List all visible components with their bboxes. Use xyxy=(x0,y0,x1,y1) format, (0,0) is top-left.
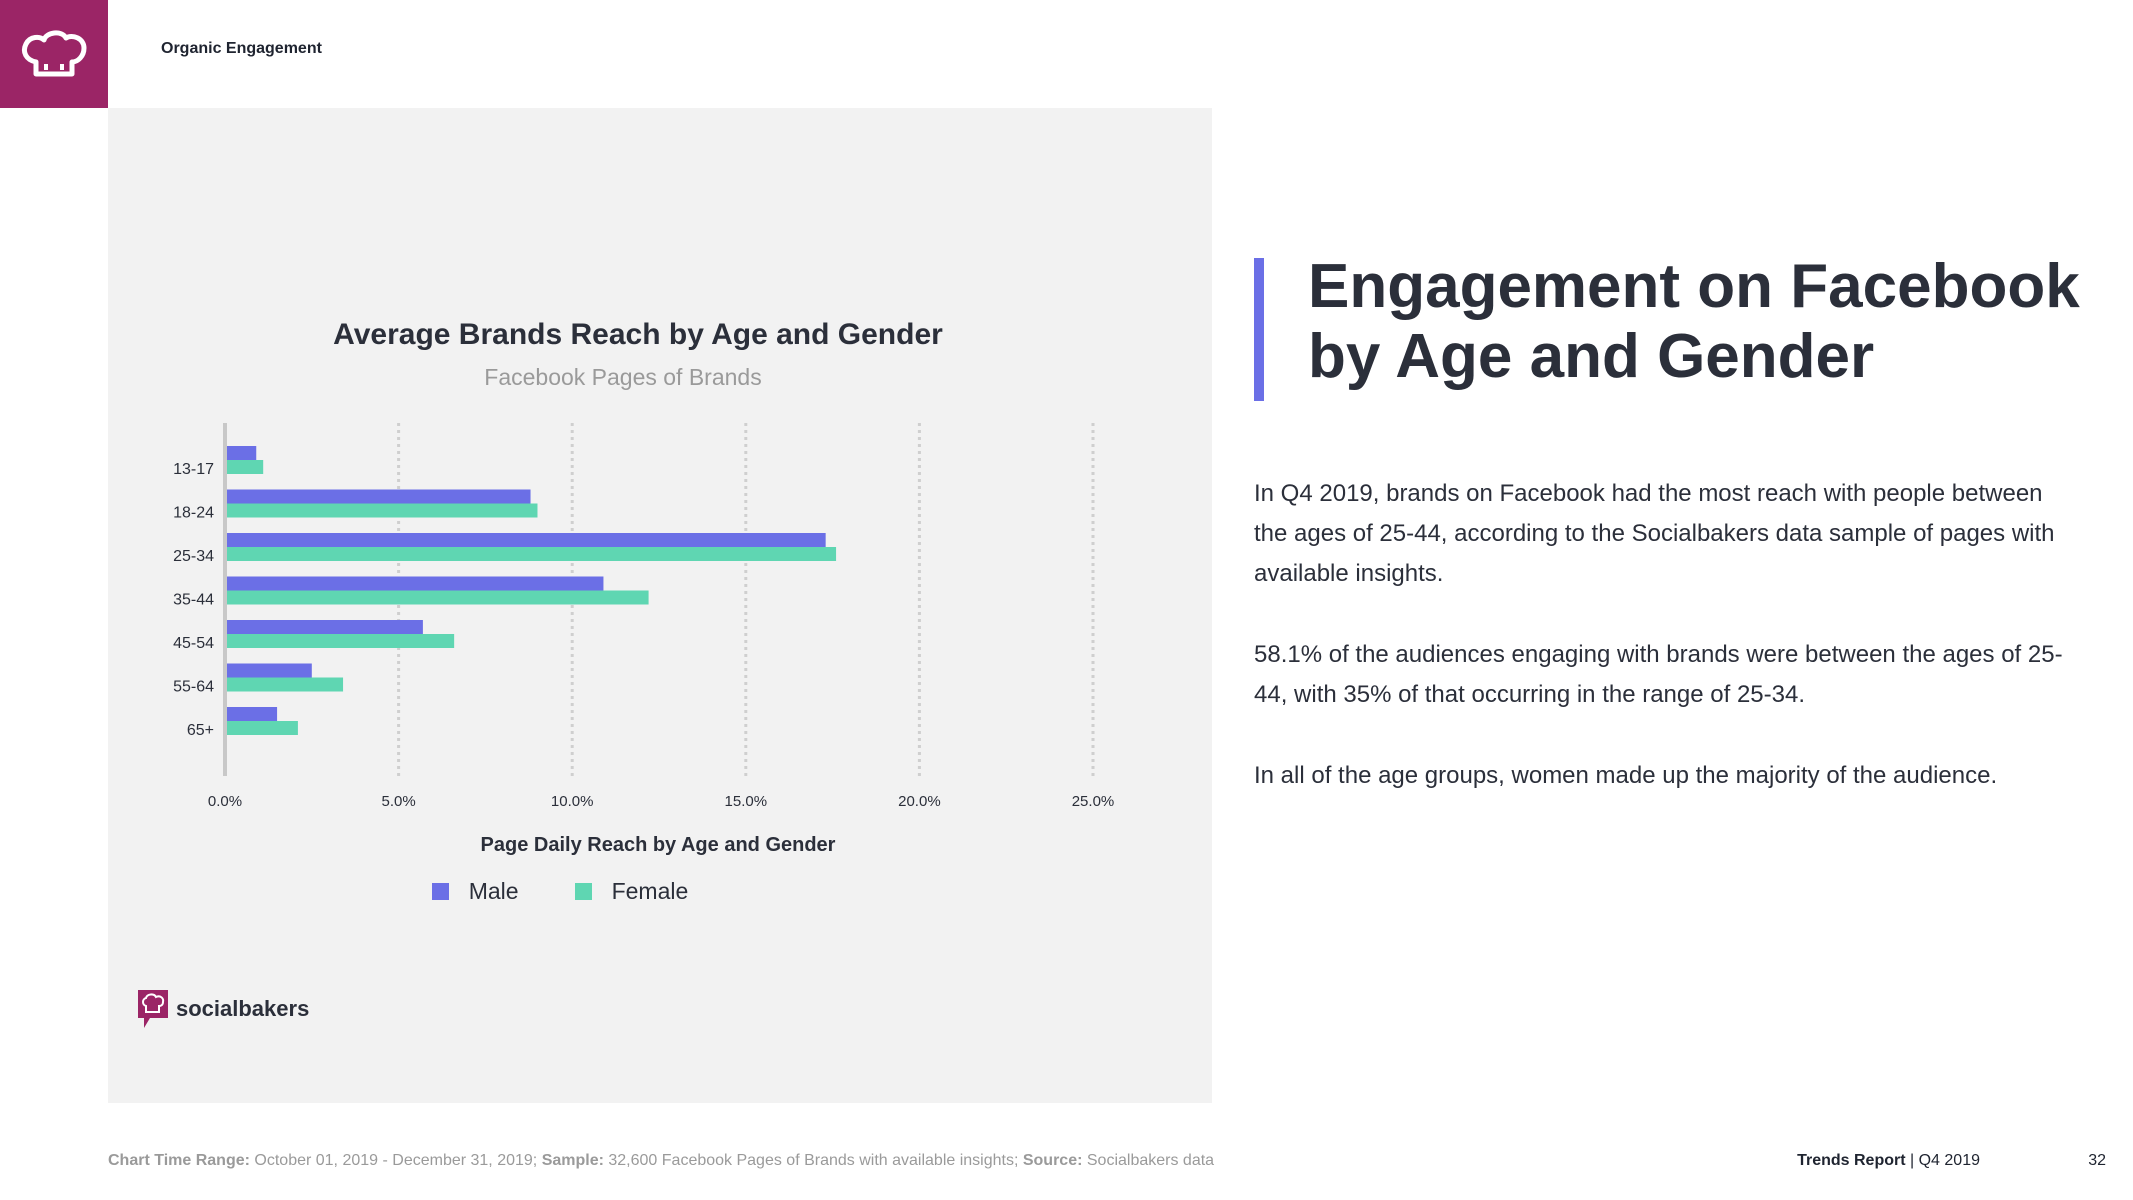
y-tick-label: 35-44 xyxy=(173,592,214,609)
x-tick-label: 0.0% xyxy=(208,793,242,810)
bar-male-25-34 xyxy=(227,533,826,547)
chart-title: Average Brands Reach by Age and Gender xyxy=(333,318,943,351)
bar-chart: 0.0% 5.0% 10.0% 15.0% 20.0% 25.0% 13-17 18-24 25… xyxy=(173,423,1115,856)
footnote-source-label: Source: xyxy=(1022,1152,1083,1169)
body-paragraph-3: In all of the age groups, women made up … xyxy=(1254,762,1998,789)
body-paragraph-1: In Q4 2019, brands on Facebook had the m… xyxy=(1254,480,2055,587)
socialbakers-icon xyxy=(138,990,168,1028)
bar-female-13-17 xyxy=(227,460,264,474)
x-tick-label: 5.0% xyxy=(381,793,415,810)
bar-female-18-24 xyxy=(227,503,538,518)
chef-hat-icon xyxy=(21,30,87,77)
bar-male-55-64 xyxy=(227,663,312,678)
chart-footnote: Chart Time Range: October 01, 2019 - Dec… xyxy=(108,1152,1214,1170)
chart-panel: Average Brands Reach by Age and Gender F… xyxy=(108,108,1212,1103)
footnote-sample-value: 32,600 Facebook Pages of Brands with ava… xyxy=(603,1152,1023,1169)
x-axis-title: Page Daily Reach by Age and Gender xyxy=(481,834,836,856)
x-tick-label: 15.0% xyxy=(725,793,768,810)
legend-swatch-male xyxy=(431,883,449,900)
footnote-range-value: October 01, 2019 - December 31, 2019; xyxy=(249,1152,542,1169)
x-tick-label: 10.0% xyxy=(551,793,594,810)
socialbakers-name: socialbakers xyxy=(176,996,310,1021)
page-heading: Engagement on Facebook by Age and Gender xyxy=(1308,252,2088,392)
bar-female-35-44 xyxy=(227,590,649,605)
report-period: | Q4 2019 xyxy=(1905,1152,1980,1169)
socialbakers-logo: socialbakers xyxy=(136,988,309,1030)
legend-label-female: Female xyxy=(611,878,689,904)
bar-male-13-17 xyxy=(227,446,257,460)
footnote-sample-label: Sample: xyxy=(541,1152,604,1169)
page-heading-line1: Engagement on Facebook xyxy=(1308,252,2080,321)
y-tick-label: 65+ xyxy=(187,722,214,739)
bar-male-18-24 xyxy=(227,489,531,504)
legend-label-male: Male xyxy=(468,878,519,904)
y-tick-label: 55-64 xyxy=(173,679,214,696)
legend-swatch-female xyxy=(574,883,592,900)
y-tick-label: 13-17 xyxy=(173,461,214,478)
bar-male-65+ xyxy=(227,707,278,721)
body-paragraph-2: 58.1% of the audiences engaging with bra… xyxy=(1254,641,2063,708)
y-tick-label: 45-54 xyxy=(173,635,214,652)
report-title: Trends Report xyxy=(1797,1152,1906,1169)
x-tick-label: 25.0% xyxy=(1072,793,1115,810)
heading-accent-bar xyxy=(1254,258,1264,401)
chart-legend: Male Female xyxy=(8,878,1112,905)
page-heading-line2: by Age and Gender xyxy=(1308,322,1875,391)
bar-female-55-64 xyxy=(227,677,344,692)
body-text: In Q4 2019, brands on Facebook had the m… xyxy=(1254,474,2074,837)
x-tick-label: 20.0% xyxy=(898,793,941,810)
report-name: Trends Report | Q4 2019 xyxy=(1797,1152,1980,1170)
section-title: Organic Engagement xyxy=(161,40,322,57)
bar-female-65+ xyxy=(227,721,298,735)
chart-subtitle: Facebook Pages of Brands xyxy=(484,364,762,390)
page-number: 32 xyxy=(2088,1152,2106,1169)
y-tick-label: 18-24 xyxy=(173,505,214,522)
bar-female-45-54 xyxy=(227,634,455,648)
brand-logo xyxy=(0,0,108,108)
footnote-range-label: Chart Time Range: xyxy=(108,1152,250,1169)
bar-male-35-44 xyxy=(227,576,604,591)
y-tick-label: 25-34 xyxy=(173,548,214,565)
footnote-source-value: Socialbakers data xyxy=(1082,1152,1215,1169)
legend-item-female: Female xyxy=(574,878,689,905)
legend-item-male: Male xyxy=(431,878,519,905)
bar-female-25-34 xyxy=(227,547,837,561)
bar-male-45-54 xyxy=(227,620,423,634)
